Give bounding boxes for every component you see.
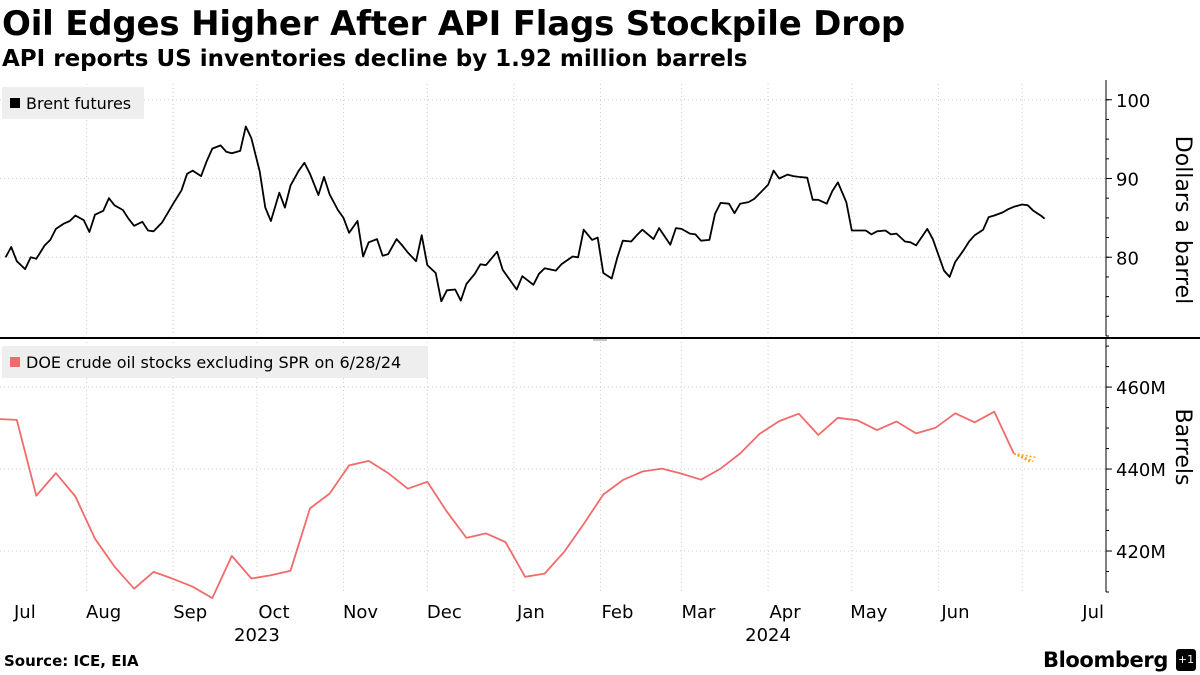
stocks-tick-label: 440M: [1116, 460, 1166, 481]
brent-legend-bg: [2, 87, 144, 119]
x-month-label: Dec: [427, 602, 462, 623]
api-projection-line: [1013, 452, 1034, 463]
brent-legend-swatch: [10, 98, 20, 108]
api-projection-line: [1013, 452, 1031, 463]
stocks-series-line: [0, 410, 1015, 599]
brent-tick-label: 80: [1116, 248, 1139, 269]
x-month-label: Nov: [343, 602, 378, 623]
brent-axis-title: Dollars a barrel: [1170, 136, 1195, 304]
stocks-tick-label: 460M: [1116, 378, 1166, 399]
source-note: Source: ICE, EIA: [4, 652, 139, 670]
x-month-label: Jul: [13, 602, 36, 623]
stocks-tick-label: 420M: [1116, 542, 1166, 563]
brent-tick-label: 90: [1116, 170, 1139, 191]
chart-title: Oil Edges Higher After API Flags Stockpi…: [2, 4, 906, 44]
brent-tick-label: 100: [1116, 91, 1150, 112]
x-year-label: 2024: [745, 625, 791, 646]
chart-subtitle: API reports US inventories decline by 1.…: [2, 46, 748, 72]
api-projection-line: [1013, 452, 1036, 459]
x-month-label: May: [850, 602, 888, 623]
bloomberg-logo: Bloomberg: [1042, 648, 1168, 672]
x-month-label: Feb: [602, 602, 634, 623]
stocks-axis-title: Barrels: [1170, 409, 1195, 486]
stocks-legend-swatch: [10, 357, 20, 367]
x-month-label: Apr: [769, 602, 801, 623]
x-month-label: Jun: [940, 602, 969, 623]
x-month-label: Jan: [516, 602, 545, 623]
x-month-label: Mar: [681, 602, 716, 623]
stocks-legend-bg: [2, 346, 428, 378]
x-month-label: Oct: [258, 602, 289, 623]
x-month-label: Sep: [173, 602, 207, 623]
brent-legend-label: Brent futures: [26, 94, 131, 113]
stocks-legend-label: DOE crude oil stocks excluding SPR on 6/…: [26, 353, 401, 372]
plus-icon: +1: [1176, 649, 1196, 671]
brent-series-line: [4, 125, 1046, 303]
x-month-label: Aug: [86, 602, 121, 623]
x-year-label: 2023: [234, 625, 280, 646]
x-month-label: Jul: [1081, 602, 1104, 623]
